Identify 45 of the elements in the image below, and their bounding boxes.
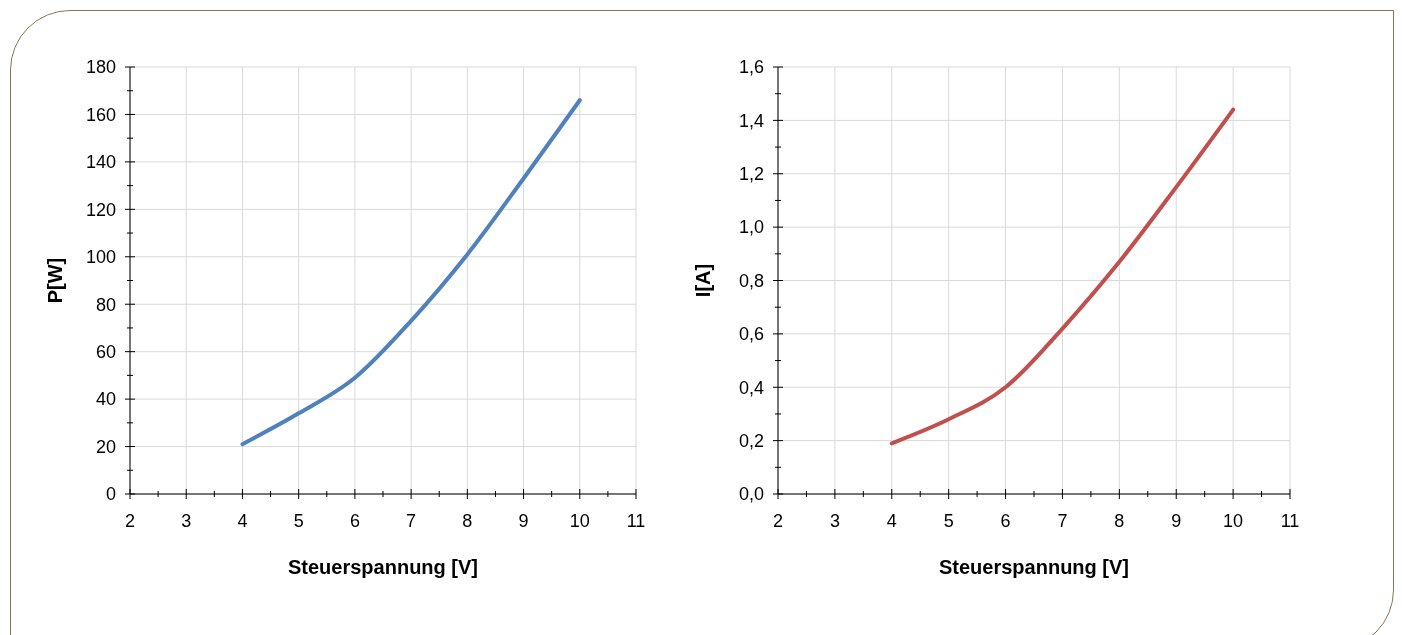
x-tick-label: 7 bbox=[406, 511, 417, 531]
y-tick-label: 160 bbox=[85, 104, 116, 125]
x-tick-label: 5 bbox=[293, 511, 304, 531]
y-tick-label: 0,4 bbox=[738, 377, 764, 398]
x-axis-title: Steuerspannung [V] bbox=[938, 556, 1130, 578]
y-tick-label: 0,2 bbox=[738, 430, 764, 451]
x-tick-label: 7 bbox=[1057, 511, 1068, 531]
y-tick-label: 20 bbox=[95, 436, 116, 457]
x-tick-label: 4 bbox=[237, 511, 248, 531]
y-tick-label: 140 bbox=[85, 152, 116, 173]
x-tick-label: 2 bbox=[124, 511, 136, 531]
y-axis-title: I[A] bbox=[692, 263, 714, 298]
y-tick-label: 0 bbox=[105, 484, 116, 505]
x-tick-label: 6 bbox=[349, 511, 360, 531]
y-tick-label: 60 bbox=[95, 341, 116, 362]
x-tick-label: 2 bbox=[772, 511, 784, 531]
y-tick-label: 1,6 bbox=[738, 57, 764, 78]
y-tick-label: 80 bbox=[95, 294, 116, 315]
x-tick-label: 11 bbox=[626, 511, 646, 531]
y-tick-label: 0,8 bbox=[738, 270, 764, 291]
x-tick-label: 9 bbox=[518, 511, 529, 531]
line-series bbox=[889, 107, 1236, 446]
y-tick-label: 1,2 bbox=[738, 164, 764, 185]
y-tick-label: 40 bbox=[95, 389, 116, 410]
x-tick-label: 4 bbox=[886, 511, 897, 531]
y-tick-label: 0,6 bbox=[738, 324, 764, 345]
y-axis-title: P[W] bbox=[44, 257, 66, 304]
x-tick-label: 3 bbox=[829, 511, 840, 531]
y-tick-label: 1,0 bbox=[738, 217, 764, 238]
x-tick-label: 8 bbox=[1114, 511, 1125, 531]
x-tick-label: 8 bbox=[462, 511, 473, 531]
y-tick-label: 1,4 bbox=[738, 110, 764, 131]
line-series bbox=[240, 98, 582, 447]
x-tick-label: 9 bbox=[1171, 511, 1182, 531]
y-tick-label: 180 bbox=[85, 57, 116, 78]
x-tick-label: 3 bbox=[181, 511, 192, 531]
x-tick-label: 10 bbox=[1223, 511, 1244, 531]
y-tick-label: 120 bbox=[85, 199, 116, 220]
x-axis-title: Steuerspannung [V] bbox=[287, 556, 479, 578]
x-tick-label: 11 bbox=[1280, 511, 1300, 531]
x-tick-label: 6 bbox=[1000, 511, 1011, 531]
y-tick-label: 100 bbox=[85, 247, 116, 268]
x-tick-label: 10 bbox=[569, 511, 590, 531]
y-tick-label: 0,0 bbox=[738, 484, 764, 505]
x-tick-label: 5 bbox=[943, 511, 954, 531]
